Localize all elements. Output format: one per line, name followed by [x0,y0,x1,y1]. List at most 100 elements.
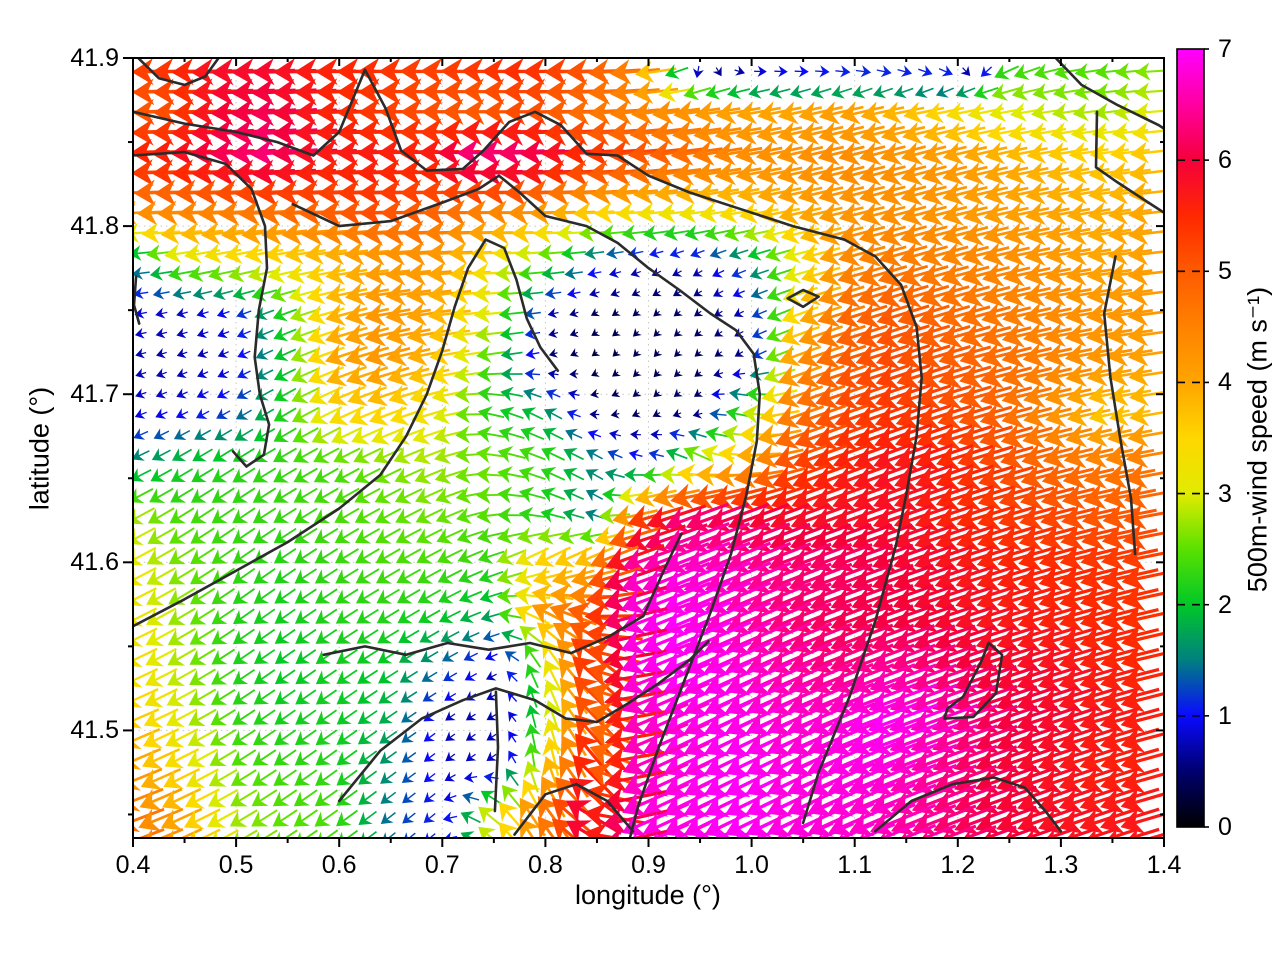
wind-arrow [135,368,147,379]
wind-arrow [315,709,338,725]
wind-arrow [196,388,209,399]
wind-arrow [211,547,236,564]
x-tick-label: 0.8 [528,851,563,879]
wind-arrow [777,821,834,838]
wind-arrow [498,822,519,838]
wind-arrow [712,267,725,278]
x-tick-label: 0.9 [631,851,666,879]
wind-arrow [628,449,643,461]
wind-arrow [146,587,177,606]
contour-line [1102,255,1137,556]
wind-arrow [673,388,683,398]
y-tick-label: 41.5 [70,716,119,745]
wind-arrow [207,788,239,808]
wind-arrow [537,816,561,838]
wind-arrow [156,347,167,359]
wind-arrow [367,384,409,407]
x-axis-title: longitude (°) [575,880,721,910]
wind-arrow [326,364,368,387]
wind-arrow [176,307,188,319]
wind-arrow [144,688,178,708]
wind-arrow [236,327,251,339]
wind-arrow [567,389,580,401]
wind-arrow [459,609,482,624]
wind-arrow [184,808,221,830]
wind-arrow [273,749,297,766]
wind-arrow [232,567,256,584]
wind-arrow [484,650,498,661]
wind-arrow [295,628,317,644]
wind-arrow [253,588,276,604]
wind-arrow [498,426,525,443]
wind-arrow [587,565,642,591]
axes-frame [123,57,1165,847]
wind-arrow [445,731,456,741]
wind-arrow [542,427,564,442]
wind-arrow [751,307,768,319]
wind-arrow [497,527,527,545]
wind-arrow [347,385,387,407]
wind-arrow [407,343,451,367]
wind-arrow [751,347,767,360]
wind-arrow [674,821,731,838]
wind-arrow [133,428,149,440]
wind-arrow [313,467,339,483]
wind-arrow [541,265,565,281]
wind-arrow [318,829,339,838]
wind-arrow [881,101,925,124]
wind-arrow [255,829,278,838]
wind-arrow [339,829,359,838]
wind-arrow [477,425,505,443]
wind-arrow [141,747,181,770]
wind-arrow [311,426,341,444]
wind-arrow [237,347,251,359]
wind-arrow [155,408,168,419]
wind-arrow [504,651,520,663]
wind-arrow [294,608,317,624]
wind-arrow [458,568,483,584]
wind-arrow [749,266,769,280]
wind-arrow [665,64,689,80]
wind-arrow [135,347,147,359]
wind-arrow [355,548,380,564]
wind-arrow [663,224,690,242]
wind-arrow [152,286,170,300]
wind-arrow [295,649,317,664]
wind-arrow [378,710,398,724]
wind-arrow [1128,181,1164,205]
wind-arrow [393,446,424,465]
wind-arrow [986,122,1026,144]
wind-arrow [274,649,296,664]
contour-line [136,58,220,87]
wind-arrow [1127,423,1164,448]
wind-arrow [274,568,297,584]
wind-arrow [563,488,585,502]
y-axis-title: latitude (°) [24,386,55,511]
wind-arrow [923,121,966,144]
wind-arrow [609,827,668,838]
wind-arrow [232,608,255,625]
wind-arrow [133,667,159,688]
wind-arrow [353,447,382,464]
wind-arrow [190,487,215,503]
wind-arrow [167,827,203,838]
wind-arrow [155,307,168,319]
wind-arrow [735,821,793,838]
wind-arrow [935,84,954,98]
wind-arrow [496,284,527,303]
wind-arrow [133,728,161,750]
wind-arrow [587,266,602,279]
wind-arrow [274,689,296,705]
wind-arrow [232,689,256,705]
wind-arrow [291,406,320,424]
wind-arrow [232,709,256,725]
wind-arrow [585,449,603,462]
wind-arrow [625,524,687,552]
wind-arrow [189,648,216,665]
wind-arrow [458,588,483,604]
wind-arrow [653,368,663,378]
wind-arrow [356,608,379,624]
wind-arrow [653,348,663,358]
wind-arrow [617,485,653,506]
wind-arrow [544,286,562,300]
